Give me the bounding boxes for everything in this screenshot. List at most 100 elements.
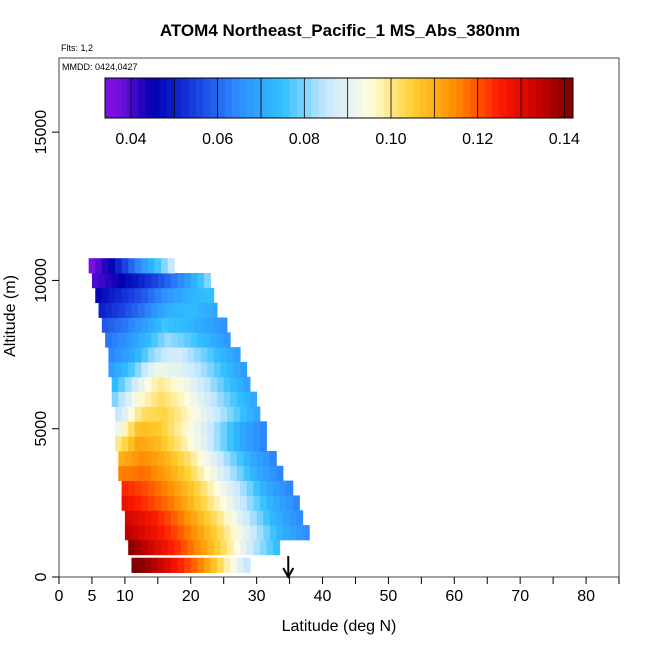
y-tick-label: 5000 bbox=[33, 411, 50, 447]
heat-cell bbox=[147, 539, 155, 556]
heat-cell bbox=[227, 495, 234, 511]
heat-cell bbox=[213, 406, 221, 422]
heat-cell bbox=[187, 361, 195, 378]
mmdd-label: MMDD: 0424,0427 bbox=[62, 62, 138, 72]
heat-cell bbox=[121, 495, 129, 511]
heat-cell bbox=[141, 480, 149, 496]
heat-cell bbox=[203, 332, 211, 348]
y-tick-label: 0 bbox=[33, 572, 50, 581]
heat-cell bbox=[174, 347, 182, 363]
heat-cell bbox=[164, 376, 172, 393]
heat-cell bbox=[167, 436, 175, 452]
heat-cell bbox=[174, 436, 182, 452]
heat-cell bbox=[115, 258, 122, 274]
heat-cell bbox=[184, 465, 192, 482]
heat-cell bbox=[128, 495, 136, 511]
heat-cell bbox=[223, 376, 231, 393]
colorbar-swatch bbox=[470, 78, 478, 118]
heat-cell bbox=[144, 465, 152, 482]
colorbar-swatch bbox=[528, 78, 536, 118]
heat-cell bbox=[220, 495, 228, 511]
heat-cell bbox=[157, 376, 165, 393]
heat-cell bbox=[240, 495, 248, 511]
heat-cell bbox=[124, 525, 132, 541]
heat-cell bbox=[243, 557, 251, 573]
heat-cell bbox=[128, 287, 136, 304]
heat-cell bbox=[171, 391, 178, 407]
heat-cell bbox=[161, 480, 169, 496]
heat-cell bbox=[164, 302, 172, 318]
colorbar-swatch bbox=[174, 78, 182, 118]
heat-cell bbox=[220, 436, 228, 452]
x-tick-label: 80 bbox=[577, 588, 595, 605]
heat-cell bbox=[200, 480, 208, 496]
colorbar-swatch bbox=[499, 78, 507, 118]
heat-cell bbox=[108, 317, 116, 333]
heat-cell bbox=[138, 376, 146, 393]
colorbar-swatch bbox=[268, 78, 276, 118]
colorbar-swatch bbox=[304, 78, 312, 118]
heat-cell bbox=[246, 539, 254, 556]
heat-cell bbox=[223, 557, 231, 573]
heat-cell bbox=[194, 421, 202, 437]
heat-cell bbox=[157, 525, 165, 541]
heat-cell bbox=[190, 465, 198, 482]
heat-cell bbox=[187, 347, 195, 363]
colorbar-swatch bbox=[282, 78, 291, 118]
heat-cell bbox=[269, 450, 277, 467]
heat-cell bbox=[138, 391, 146, 407]
heat-cell bbox=[253, 539, 261, 556]
heat-cell bbox=[240, 406, 248, 422]
heat-cell bbox=[223, 450, 231, 467]
heat-cell bbox=[253, 421, 261, 437]
heat-cell bbox=[210, 510, 218, 526]
heat-cell bbox=[194, 406, 202, 422]
colorbar-swatch bbox=[131, 78, 139, 118]
heat-cell bbox=[236, 525, 244, 541]
heat-cell bbox=[111, 376, 119, 393]
colorbar-swatch bbox=[434, 78, 442, 118]
heat-cell bbox=[134, 480, 142, 496]
heat-cell bbox=[164, 510, 172, 526]
heat-cell bbox=[236, 376, 244, 393]
heat-cell bbox=[286, 480, 294, 496]
heat-cell bbox=[167, 258, 175, 274]
heat-cell bbox=[197, 557, 205, 573]
heat-cell bbox=[157, 273, 165, 289]
heat-cell bbox=[223, 465, 231, 482]
heat-cell bbox=[184, 273, 192, 289]
heat-cell bbox=[144, 302, 152, 318]
heat-cell bbox=[184, 376, 192, 393]
heat-cell bbox=[167, 421, 175, 437]
heat-cell bbox=[108, 287, 116, 304]
heat-cell bbox=[203, 391, 211, 407]
heat-cell bbox=[184, 525, 192, 541]
heat-cell bbox=[171, 376, 178, 393]
colorbar-swatch bbox=[448, 78, 457, 118]
heat-cell bbox=[289, 525, 297, 541]
heat-cell bbox=[161, 436, 169, 452]
colorbar-tick-label: 0.04 bbox=[115, 131, 146, 148]
heat-cell bbox=[151, 450, 159, 467]
heat-cell bbox=[134, 361, 142, 378]
x-tick-label: 70 bbox=[511, 588, 529, 605]
heat-cell bbox=[279, 480, 287, 496]
colorbar-swatch bbox=[492, 78, 500, 118]
heat-cell bbox=[266, 480, 274, 496]
heat-cell bbox=[233, 406, 241, 422]
heat-cell bbox=[144, 332, 152, 348]
heat-cell bbox=[210, 465, 218, 482]
heat-cell bbox=[296, 510, 304, 526]
x-axis-label: Latitude (deg N) bbox=[282, 618, 397, 635]
heat-cell bbox=[167, 287, 175, 304]
colorbar-swatch bbox=[419, 78, 428, 118]
heat-cell bbox=[197, 302, 205, 318]
heat-cell bbox=[200, 436, 208, 452]
colorbar-swatch bbox=[463, 78, 471, 118]
heat-cell bbox=[111, 273, 119, 289]
heat-cell bbox=[210, 557, 218, 573]
heat-cell bbox=[236, 450, 244, 467]
heat-cell bbox=[263, 510, 271, 526]
heat-cell bbox=[151, 332, 159, 348]
colorbar-swatch bbox=[441, 78, 450, 118]
